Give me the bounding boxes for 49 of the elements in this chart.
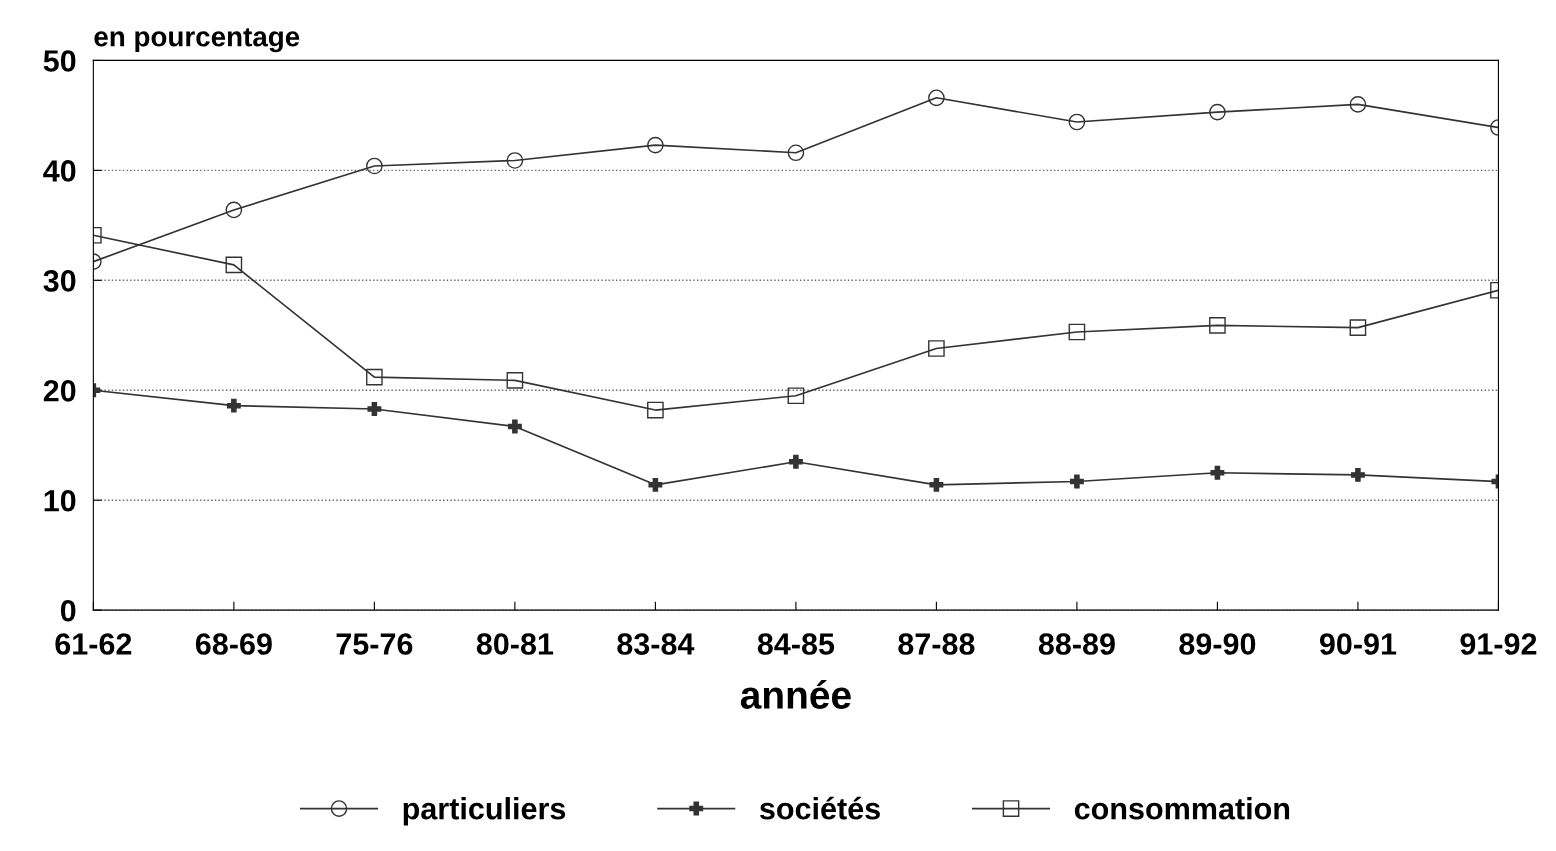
point (1209, 317, 1226, 334)
point (226, 398, 241, 413)
point (787, 144, 805, 162)
x-axis-title: année (740, 679, 851, 709)
point (366, 368, 383, 386)
y-tick-label: 20 (43, 380, 76, 402)
point (648, 477, 663, 492)
y-axis-title: en pourcentage (94, 28, 300, 53)
point (1068, 113, 1086, 131)
point (1349, 96, 1367, 113)
x-tick-label: 89-90 (1179, 633, 1256, 655)
point (929, 477, 944, 492)
x-tick-label: 80-81 (476, 633, 554, 655)
point (787, 387, 805, 405)
x-tick-label: 61-62 (55, 633, 132, 655)
point (506, 372, 524, 389)
point (1209, 103, 1226, 121)
point (1069, 474, 1084, 489)
point (928, 340, 945, 357)
point (366, 157, 383, 175)
legend-label: sociétés (759, 796, 880, 820)
point (225, 201, 243, 219)
point (647, 401, 664, 419)
x-tick-label: 84-85 (757, 633, 835, 655)
x-tick-label: 87-88 (898, 633, 975, 655)
point (647, 136, 664, 154)
x-tick-label: 75-76 (336, 633, 413, 655)
y-tick-label: 40 (43, 160, 76, 182)
y-tick-label: 50 (43, 50, 76, 72)
point (928, 89, 945, 107)
point (506, 152, 524, 169)
x-tick-label: 91-92 (1460, 633, 1537, 655)
legend-label: consommation (1074, 797, 1290, 820)
y-tick-label: 30 (43, 270, 76, 292)
y-tick-label: 10 (44, 489, 76, 512)
point (1350, 467, 1365, 482)
point (367, 402, 382, 416)
x-tick-label: 90-91 (1319, 633, 1397, 655)
point (1210, 465, 1225, 480)
point (1349, 319, 1367, 336)
legend-label: particuliers (403, 797, 566, 826)
point (1068, 323, 1086, 341)
x-tick-label: 68-69 (195, 633, 272, 655)
point (507, 419, 522, 434)
x-tick-label: 83-84 (617, 633, 695, 655)
point (225, 256, 243, 274)
y-tick-label: 0 (60, 599, 76, 622)
point (788, 454, 803, 469)
x-tick-label: 88-89 (1038, 633, 1115, 655)
